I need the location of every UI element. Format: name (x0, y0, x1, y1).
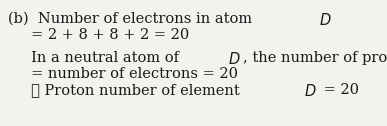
Text: = number of electrons = 20: = number of electrons = 20 (8, 67, 238, 81)
Text: ∴ Proton number of element: ∴ Proton number of element (8, 83, 244, 97)
Text: $D$: $D$ (228, 51, 240, 67)
Text: = 20: = 20 (319, 83, 359, 97)
Text: In a neutral atom of: In a neutral atom of (8, 51, 183, 65)
Text: (b)  Number of electrons in atom: (b) Number of electrons in atom (8, 12, 257, 26)
Text: , the number of protons: , the number of protons (243, 51, 387, 65)
Text: = 2 + 8 + 8 + 2 = 20: = 2 + 8 + 8 + 2 = 20 (8, 28, 189, 42)
Text: $D$: $D$ (303, 83, 316, 99)
Text: $D$: $D$ (319, 12, 332, 28)
